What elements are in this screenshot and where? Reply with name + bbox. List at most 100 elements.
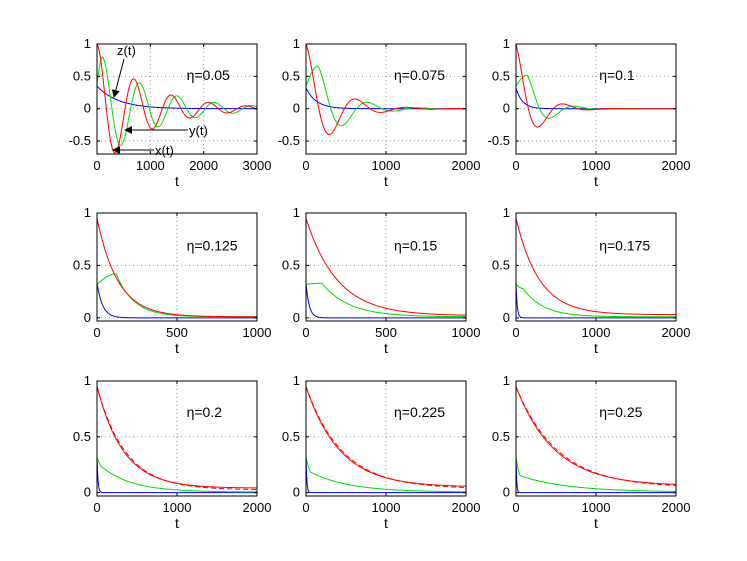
series-x-line [306, 386, 466, 487]
x-tick-label: 0 [302, 500, 309, 515]
subplot-4: 0 500 1000 0 0.5 1 t η=0.125 [73, 205, 272, 356]
x-tick-label: 0 [512, 158, 519, 173]
y-tick-label: -0.5 [278, 133, 300, 148]
x-tick-label: 0 [302, 158, 309, 173]
subplot-6: 0 1000 2000 0 0.5 1 t η=0.175 [492, 205, 691, 356]
y-tick-label: 0 [293, 310, 300, 325]
y-tick-label: 0.5 [282, 257, 300, 272]
annotation-z-arrow [111, 58, 125, 98]
x-axis-label: t [384, 173, 388, 189]
y-tick-label: 1 [503, 205, 510, 220]
x-tick-label: 0 [512, 500, 519, 515]
series-y-line [306, 456, 466, 493]
x-axis-label: t [594, 340, 598, 356]
y-tick-label: 0 [293, 101, 300, 116]
y-tick-label: 0.5 [492, 429, 510, 444]
series-x-line [97, 218, 257, 318]
x-tick-label: 2000 [189, 158, 218, 173]
series-z-line [97, 283, 257, 319]
series-z-line [97, 455, 257, 494]
series-z-line [97, 85, 257, 110]
panel-title: η=0.05 [187, 67, 230, 83]
annotation-x-label: x(t) [155, 143, 174, 158]
panel-title: η=0.175 [599, 237, 650, 253]
panel-title: η=0.2 [187, 404, 223, 420]
x-tick-label: 1000 [136, 158, 165, 173]
series-z-line [306, 283, 466, 319]
panel-title: η=0.1 [599, 67, 635, 83]
x-axis-label: t [384, 340, 388, 356]
y-tick-label: 0 [84, 485, 91, 500]
x-tick-label: 2000 [662, 158, 691, 173]
plot-area [97, 381, 257, 496]
x-tick-label: 1000 [372, 500, 401, 515]
y-tick-label: 0 [503, 101, 510, 116]
x-tick-label: 0 [93, 500, 100, 515]
panel-title: η=0.075 [394, 67, 445, 83]
panel-title: η=0.15 [394, 237, 437, 253]
x-axis-label: t [594, 173, 598, 189]
y-tick-label: 1 [293, 36, 300, 51]
x-tick-label: 0 [93, 158, 100, 173]
y-tick-label: 1 [503, 36, 510, 51]
series-y-line [306, 282, 466, 318]
x-tick-label: 1000 [582, 325, 611, 340]
annotation-z-label: z(t) [117, 43, 136, 58]
y-tick-label: -0.5 [488, 133, 510, 148]
y-tick-label: 0 [503, 485, 510, 500]
y-tick-label: 0.5 [492, 68, 510, 83]
x-tick-label: 1000 [243, 325, 272, 340]
panel-title: η=0.25 [599, 404, 642, 420]
x-axis-label: t [594, 515, 598, 531]
y-tick-label: 0 [84, 101, 91, 116]
x-tick-label: 1000 [582, 500, 611, 515]
x-tick-label: 0 [512, 325, 519, 340]
x-tick-label: 3000 [243, 158, 272, 173]
y-tick-label: 1 [503, 373, 510, 388]
subplot-8: 0 1000 2000 0 0.5 1 t η=0.225 [282, 373, 481, 531]
x-tick-label: 1000 [452, 325, 481, 340]
series-x-dashed-line [306, 386, 466, 488]
plot-area [306, 213, 466, 321]
plot-area [516, 213, 676, 321]
y-tick-label: 0.5 [492, 257, 510, 272]
series-z-line [306, 455, 466, 494]
x-tick-label: 1000 [163, 500, 192, 515]
y-tick-label: 0 [503, 310, 510, 325]
x-tick-label: 2000 [452, 158, 481, 173]
x-tick-label: 0 [93, 325, 100, 340]
x-tick-label: 2000 [662, 325, 691, 340]
x-tick-label: 2000 [243, 500, 272, 515]
y-tick-label: 0.5 [282, 68, 300, 83]
x-tick-label: 2000 [452, 500, 481, 515]
x-axis-label: t [175, 515, 179, 531]
y-tick-label: 1 [293, 205, 300, 220]
plot-area [306, 381, 466, 496]
plot-area [306, 44, 466, 154]
x-tick-label: 1000 [372, 158, 401, 173]
series-y-line [516, 456, 676, 492]
panel-title: η=0.125 [187, 237, 238, 253]
x-axis-label: t [175, 173, 179, 189]
y-tick-label: 1 [293, 373, 300, 388]
plot-area [516, 381, 676, 496]
series-x-line [306, 44, 466, 135]
series-x-line [516, 386, 676, 485]
subplot-7: 0 1000 2000 0 0.5 1 t η=0.2 [73, 373, 272, 531]
x-tick-label: 0 [302, 325, 309, 340]
y-tick-label: 1 [84, 373, 91, 388]
y-tick-label: 0 [84, 310, 91, 325]
y-tick-label: 0.5 [73, 257, 91, 272]
series-x-line [516, 218, 676, 316]
x-tick-label: 500 [166, 325, 188, 340]
plot-area [516, 44, 676, 154]
panel-title: η=0.225 [394, 404, 445, 420]
series-z-line [516, 455, 676, 494]
series-x-line [516, 44, 676, 128]
y-tick-label: 0.5 [73, 68, 91, 83]
series-y-line [516, 283, 676, 318]
subplot-5: 0 500 1000 0 0.5 1 t η=0.15 [282, 205, 481, 356]
plot-frame [96, 43, 258, 155]
